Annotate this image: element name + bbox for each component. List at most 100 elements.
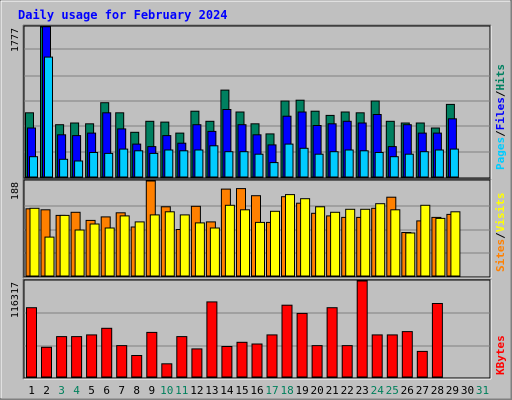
kbytes-bar-day-21 bbox=[326, 307, 338, 378]
hits-bar-day-18 bbox=[284, 143, 294, 178]
day-label: 17 bbox=[265, 384, 278, 397]
sites-bar-day-27 bbox=[420, 204, 431, 277]
hits-bar-day-27 bbox=[419, 151, 429, 178]
legend-entry: / bbox=[494, 130, 507, 137]
day-label: 1 bbox=[28, 384, 35, 397]
kbytes-bar-day-11 bbox=[176, 336, 188, 378]
hits-bar-day-14 bbox=[224, 151, 234, 178]
hits-bar-day-8 bbox=[134, 150, 144, 178]
y-max-label: 1777 bbox=[10, 28, 21, 52]
day-label: 29 bbox=[446, 384, 459, 397]
hits-bar-day-1 bbox=[29, 156, 38, 178]
day-label: 2 bbox=[43, 384, 50, 397]
day-label: 26 bbox=[401, 384, 414, 397]
kbytes-bar-day-2 bbox=[41, 346, 52, 378]
hits-bar-day-21 bbox=[329, 151, 339, 178]
hits-bar-day-29 bbox=[449, 148, 459, 178]
kbytes-bar-day-25 bbox=[386, 334, 398, 378]
kbytes-bar-day-18 bbox=[281, 304, 293, 378]
sites-bar-day-7 bbox=[119, 215, 130, 277]
sites-bar-day-28 bbox=[435, 217, 446, 277]
sites-bar-day-5 bbox=[89, 223, 100, 277]
sites-bar-day-16 bbox=[255, 221, 265, 277]
hits-bar-day-9 bbox=[149, 152, 159, 178]
day-label: 8 bbox=[133, 384, 140, 397]
day-label: 19 bbox=[295, 384, 308, 397]
kbytes-bar-day-28 bbox=[431, 303, 443, 378]
hits-bar-day-12 bbox=[194, 149, 204, 178]
legend-entry: Visits bbox=[494, 193, 507, 233]
y-max-label: 116317 bbox=[10, 282, 21, 318]
hits-bar-day-15 bbox=[239, 151, 249, 178]
kbytes-bar-day-24 bbox=[371, 334, 383, 378]
day-label: 3 bbox=[58, 384, 65, 397]
legend-entry: Files bbox=[494, 97, 507, 130]
hits-panel bbox=[22, 24, 492, 180]
kbytes-bar-day-5 bbox=[86, 334, 98, 378]
y-max-labels: 1777 188 116317 bbox=[10, 28, 21, 318]
kbytes-bar-day-27 bbox=[416, 350, 428, 378]
day-axis-labels: 1 2 3 4 5 6 7 8 9 10 11 12 13 14 15 16 17 18 19 20 21 22 23 24 2… bbox=[28, 384, 489, 397]
sites-bar-day-26 bbox=[405, 232, 416, 277]
day-label: 6 bbox=[103, 384, 110, 397]
hits-bar-day-4 bbox=[74, 160, 84, 178]
sites-bar-day-14 bbox=[224, 204, 235, 277]
day-label: 4 bbox=[73, 384, 80, 397]
kbytes-bar-day-16 bbox=[251, 343, 263, 378]
sites-bar-day-12 bbox=[194, 222, 205, 277]
hits-bar-day-19 bbox=[299, 147, 309, 178]
day-label: 22 bbox=[341, 384, 354, 397]
sites-bar-day-21 bbox=[330, 211, 341, 277]
legend-entry: Pages bbox=[494, 137, 507, 170]
kbytes-bar-day-10 bbox=[161, 363, 173, 378]
sites-bar-day-18 bbox=[285, 194, 295, 277]
hits-bar-day-3 bbox=[59, 158, 69, 178]
day-label: 18 bbox=[280, 384, 293, 397]
legend-entry: Hits bbox=[494, 64, 507, 91]
sites-bar-day-25 bbox=[390, 209, 401, 277]
hits-bar-day-23 bbox=[359, 150, 369, 178]
hits-bar-day-22 bbox=[344, 149, 354, 178]
legend-entry: / bbox=[494, 232, 507, 239]
series-legend: KBytes bbox=[494, 335, 507, 375]
sites-bar-day-22 bbox=[345, 208, 356, 277]
sites-bar-day-6 bbox=[104, 227, 115, 277]
sites-bar-day-17 bbox=[270, 210, 280, 277]
hits-bar-day-6 bbox=[104, 152, 114, 178]
sites-bar-day-3 bbox=[59, 214, 70, 277]
kbytes-bar-day-15 bbox=[236, 341, 248, 378]
sites-bar-day-11 bbox=[179, 214, 190, 277]
kbytes-bar-day-22 bbox=[341, 345, 353, 378]
kbytes-bar-day-1 bbox=[26, 307, 37, 378]
day-label: 16 bbox=[250, 384, 263, 397]
day-label: 10 bbox=[160, 384, 173, 397]
day-label: 20 bbox=[310, 384, 323, 397]
sites-bar-day-9 bbox=[149, 214, 160, 277]
sites-bar-day-2 bbox=[44, 236, 55, 277]
day-label: 21 bbox=[326, 384, 339, 397]
sites-bar-day-1 bbox=[29, 207, 40, 277]
kbytes-bar-day-23 bbox=[356, 280, 368, 378]
day-label: 9 bbox=[148, 384, 155, 397]
hits-bar-day-24 bbox=[374, 152, 384, 178]
kbytes-bar-day-6 bbox=[101, 327, 113, 378]
kbytes-bar-day-9 bbox=[146, 331, 158, 378]
series-legend: Pages/Files/Hits bbox=[494, 64, 507, 170]
day-label: 13 bbox=[205, 384, 218, 397]
hits-bar-day-2 bbox=[44, 56, 53, 178]
hits-bar-day-26 bbox=[404, 153, 414, 178]
kbytes-bar-day-19 bbox=[296, 312, 308, 378]
sites-bar-day-8 bbox=[134, 221, 145, 277]
day-label: 12 bbox=[190, 384, 203, 397]
hits-bar-day-11 bbox=[179, 150, 189, 178]
hits-bar-day-10 bbox=[164, 149, 174, 178]
kbytes-bar-day-4 bbox=[71, 336, 83, 378]
sites-bar-day-24 bbox=[375, 203, 386, 277]
day-label: 31 bbox=[476, 384, 489, 397]
day-label: 7 bbox=[118, 384, 125, 397]
kbytes-panel bbox=[22, 278, 492, 380]
legend-entry: / bbox=[494, 90, 507, 97]
sites-bar-day-15 bbox=[240, 209, 250, 277]
hits-bar-day-7 bbox=[119, 148, 129, 178]
